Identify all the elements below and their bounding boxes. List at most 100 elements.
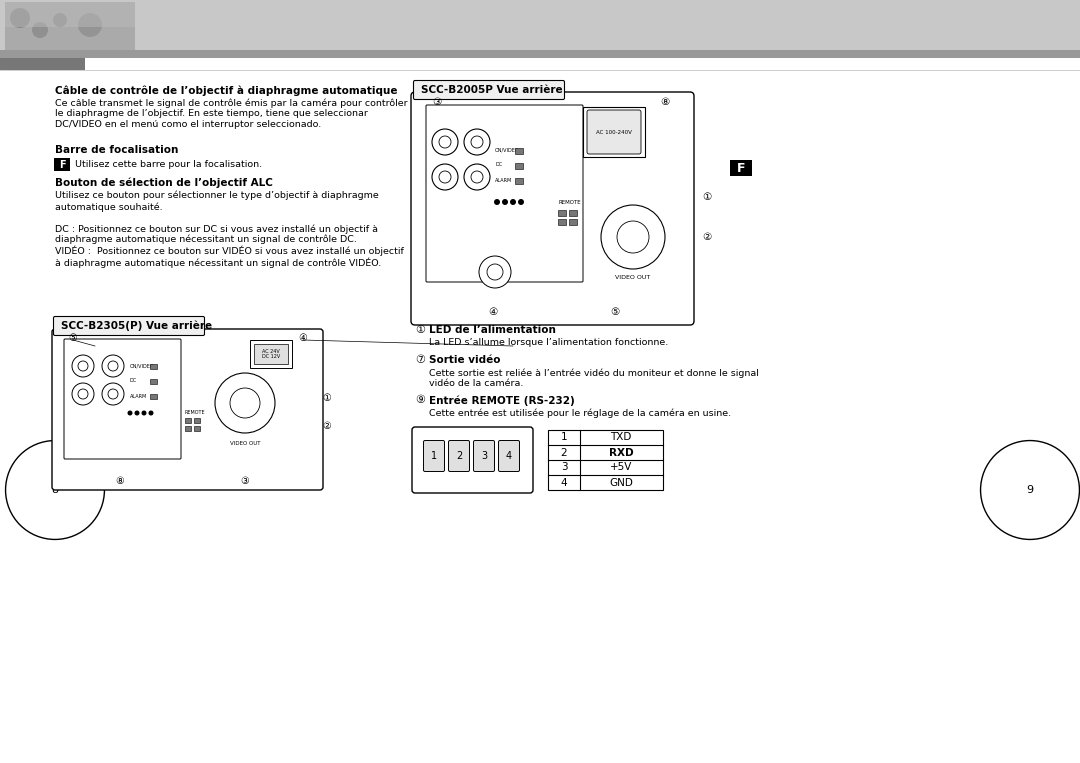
Circle shape [108,361,118,371]
Circle shape [149,410,153,416]
Circle shape [432,164,458,190]
Circle shape [78,13,102,37]
Text: ④: ④ [488,307,498,317]
FancyBboxPatch shape [64,339,181,459]
Bar [150,379,157,384]
FancyBboxPatch shape [54,317,204,336]
FancyBboxPatch shape [473,440,495,472]
Text: Barre de focalisation: Barre de focalisation [55,145,178,155]
Text: 3: 3 [561,462,567,472]
Text: ⑦: ⑦ [415,355,426,365]
FancyBboxPatch shape [588,110,642,154]
Text: ③: ③ [241,476,249,486]
Bar [730,160,752,176]
Circle shape [53,13,67,27]
Text: Ce câble transmet le signal de contrôle émis par la caméra pour contrôler: Ce câble transmet le signal de contrôle … [55,98,407,108]
Text: Câble de contrôle de l’objectif à diaphragme automatique: Câble de contrôle de l’objectif à diaphr… [55,85,397,95]
Circle shape [487,264,503,280]
Bar [558,210,566,216]
Text: 1: 1 [431,451,437,461]
Circle shape [480,256,511,288]
Bar [150,394,157,399]
FancyBboxPatch shape [411,92,694,325]
Text: ALARM: ALARM [495,178,512,182]
Circle shape [464,164,490,190]
Circle shape [72,383,94,405]
Text: SCC-B2305(P) Vue arrière: SCC-B2305(P) Vue arrière [60,320,212,331]
Bar [558,219,566,225]
Text: VIDEO OUT: VIDEO OUT [230,441,260,446]
Bar [515,148,523,154]
FancyBboxPatch shape [426,105,583,282]
FancyBboxPatch shape [411,427,534,493]
Text: ①: ① [323,393,332,403]
Text: Utilisez cette barre pour la focalisation.: Utilisez cette barre pour la focalisatio… [75,160,262,169]
Text: Entrée REMOTE (RS-232): Entrée REMOTE (RS-232) [429,395,575,405]
Bar [185,418,191,423]
Text: REMOTE: REMOTE [185,410,205,416]
Text: ON/VIDEO: ON/VIDEO [130,363,154,369]
Text: le diaphragme de l’objectif. En este tiempo, tiene que seleccionar: le diaphragme de l’objectif. En este tie… [55,109,368,118]
FancyBboxPatch shape [423,440,445,472]
Circle shape [438,136,451,148]
Circle shape [215,373,275,433]
Bar [194,426,200,431]
Circle shape [494,199,500,205]
Text: 1: 1 [561,433,567,443]
Circle shape [471,136,483,148]
Bar [515,178,523,184]
Text: DC: DC [130,378,137,384]
Circle shape [78,389,87,399]
Bar [254,344,288,364]
Bar [150,364,157,369]
FancyBboxPatch shape [448,440,470,472]
Text: VIDÉO :  Positionnez ce bouton sur VIDÉO si vous avez installé un objectif: VIDÉO : Positionnez ce bouton sur VIDÉO … [55,246,404,256]
Text: ON/VIDEO: ON/VIDEO [495,147,519,153]
Text: ④: ④ [299,333,308,343]
Text: VIDEO OUT: VIDEO OUT [616,275,650,280]
Text: ②: ② [323,421,332,431]
Circle shape [135,410,139,416]
Circle shape [10,8,30,28]
Text: 4: 4 [561,478,567,488]
Text: Bouton de sélection de l’objectif ALC: Bouton de sélection de l’objectif ALC [55,178,273,188]
Text: 8: 8 [52,485,58,495]
FancyBboxPatch shape [52,329,323,490]
Text: ①: ① [702,192,712,202]
Text: Utilisez ce bouton pour sélectionner le type d’objectif à diaphragme: Utilisez ce bouton pour sélectionner le … [55,191,379,201]
Text: F: F [58,159,65,169]
Circle shape [600,205,665,269]
Bar [5,2,135,50]
Circle shape [617,221,649,253]
Text: ③: ③ [432,97,442,107]
Text: automatique souhaité.: automatique souhaité. [55,202,163,211]
Text: ⑤: ⑤ [610,307,620,317]
Text: ①: ① [415,325,426,335]
Bar [185,426,191,431]
FancyBboxPatch shape [414,81,565,99]
Text: 2: 2 [456,451,462,461]
Circle shape [438,171,451,183]
Circle shape [502,199,508,205]
Text: LED de l’alimentation: LED de l’alimentation [429,325,556,335]
Bar [0,58,85,70]
Bar [0,50,1080,58]
Circle shape [471,171,483,183]
Text: DC : Positionnez ce bouton sur DC si vous avez installé un objectif à: DC : Positionnez ce bouton sur DC si vou… [55,224,378,233]
Text: SCC-B2005P Vue arrière: SCC-B2005P Vue arrière [421,85,563,95]
Text: AC 100-240V: AC 100-240V [596,130,632,134]
Text: 9: 9 [1026,485,1034,495]
Text: DC/VIDEO en el menú como el interruptor seleccionado.: DC/VIDEO en el menú como el interruptor … [55,120,321,129]
Circle shape [78,361,87,371]
Bar [194,418,200,423]
Circle shape [108,389,118,399]
Text: ⑨: ⑨ [415,395,426,405]
Circle shape [141,410,147,416]
Bar [515,163,523,169]
Circle shape [432,129,458,155]
Text: REMOTE: REMOTE [558,199,581,204]
Text: RXD: RXD [609,448,633,458]
Text: Cette sortie est reliée à l’entrée vidéo du moniteur et donne le signal: Cette sortie est reliée à l’entrée vidéo… [429,368,759,378]
Text: à diaphragme automatique nécessitant un signal de contrôle VIDÉO.: à diaphragme automatique nécessitant un … [55,257,381,268]
Bar [569,210,577,216]
